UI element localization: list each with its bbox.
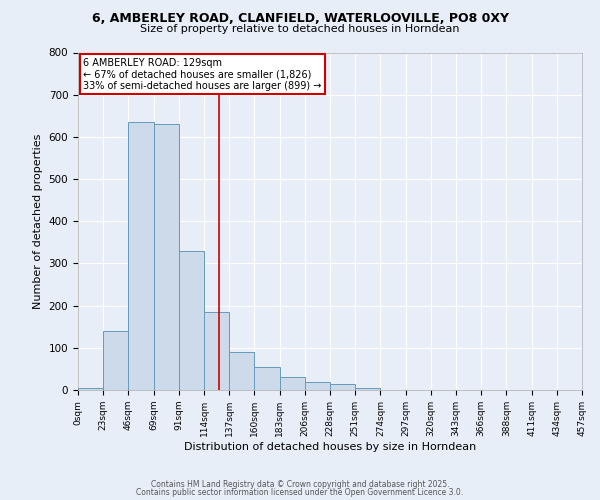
- Bar: [78, 388, 103, 390]
- Bar: [229, 352, 254, 390]
- Text: Contains public sector information licensed under the Open Government Licence 3.: Contains public sector information licen…: [136, 488, 464, 497]
- Bar: [330, 384, 355, 390]
- Bar: [305, 382, 330, 390]
- Bar: [280, 378, 305, 390]
- Bar: [128, 122, 154, 390]
- Bar: [179, 251, 204, 390]
- Bar: [355, 388, 380, 390]
- Text: 6, AMBERLEY ROAD, CLANFIELD, WATERLOOVILLE, PO8 0XY: 6, AMBERLEY ROAD, CLANFIELD, WATERLOOVIL…: [91, 12, 509, 26]
- Bar: [103, 331, 128, 390]
- Bar: [204, 312, 229, 390]
- Text: Size of property relative to detached houses in Horndean: Size of property relative to detached ho…: [140, 24, 460, 34]
- Bar: [154, 124, 179, 390]
- Text: Contains HM Land Registry data © Crown copyright and database right 2025.: Contains HM Land Registry data © Crown c…: [151, 480, 449, 489]
- X-axis label: Distribution of detached houses by size in Horndean: Distribution of detached houses by size …: [184, 442, 476, 452]
- Text: 6 AMBERLEY ROAD: 129sqm
← 67% of detached houses are smaller (1,826)
33% of semi: 6 AMBERLEY ROAD: 129sqm ← 67% of detache…: [83, 58, 322, 91]
- Bar: [254, 367, 280, 390]
- Y-axis label: Number of detached properties: Number of detached properties: [33, 134, 43, 309]
